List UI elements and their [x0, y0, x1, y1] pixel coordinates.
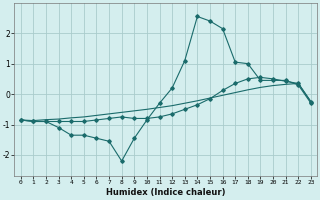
- X-axis label: Humidex (Indice chaleur): Humidex (Indice chaleur): [106, 188, 226, 197]
